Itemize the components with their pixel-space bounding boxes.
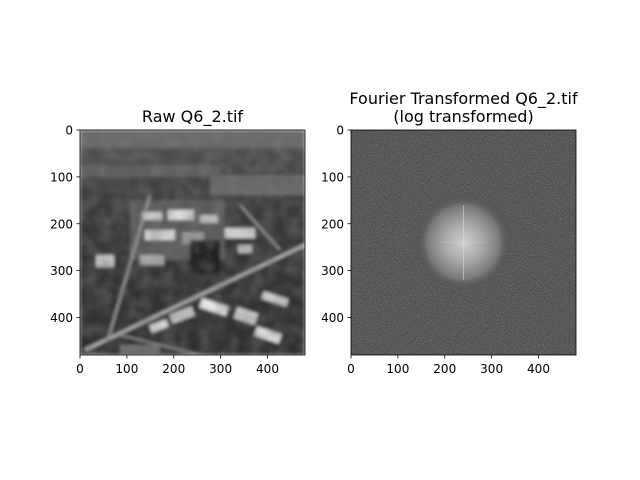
raw-y-tick-label: 300 [50,264,73,278]
fft-title: Fourier Transformed Q6_2.tif [349,89,578,109]
fft-x-tick-label: 400 [527,362,550,376]
raw-x-tick-label: 400 [256,362,279,376]
fft-x-tick-label: 100 [386,362,409,376]
fft-y-tick-label: 400 [321,311,344,325]
raw-x-tick-label: 0 [76,362,84,376]
raw-x-tick-label: 200 [162,362,185,376]
fft-y-tick-label: 0 [336,124,344,138]
fft-axes: Fourier Transformed Q6_2.tif (log transf… [321,89,578,376]
raw-y-tick-label: 200 [50,217,73,231]
fft-y-ticks: 0 100 200 300 400 [321,124,351,325]
fft-x-tick-label: 0 [347,362,355,376]
raw-axes: Raw Q6_2.tif [50,107,306,376]
fft-x-tick-label: 200 [433,362,456,376]
raw-y-ticks: 0 100 200 300 400 [50,124,80,325]
fft-image [351,130,576,355]
raw-x-tick-label: 100 [115,362,138,376]
raw-image [80,130,305,355]
raw-x-ticks: 0 100 200 300 400 [76,355,279,376]
raw-y-tick-label: 400 [50,311,73,325]
raw-x-tick-label: 300 [209,362,232,376]
raw-title: Raw Q6_2.tif [142,107,244,127]
fft-y-tick-label: 200 [321,217,344,231]
fft-title-line2: (log transformed) [393,107,533,126]
raw-y-tick-label: 0 [65,124,73,138]
fft-y-tick-label: 100 [321,170,344,184]
fft-x-ticks: 0 100 200 300 400 [347,355,550,376]
fft-y-tick-label: 300 [321,264,344,278]
raw-y-tick-label: 100 [50,170,73,184]
fft-x-tick-label: 300 [480,362,503,376]
